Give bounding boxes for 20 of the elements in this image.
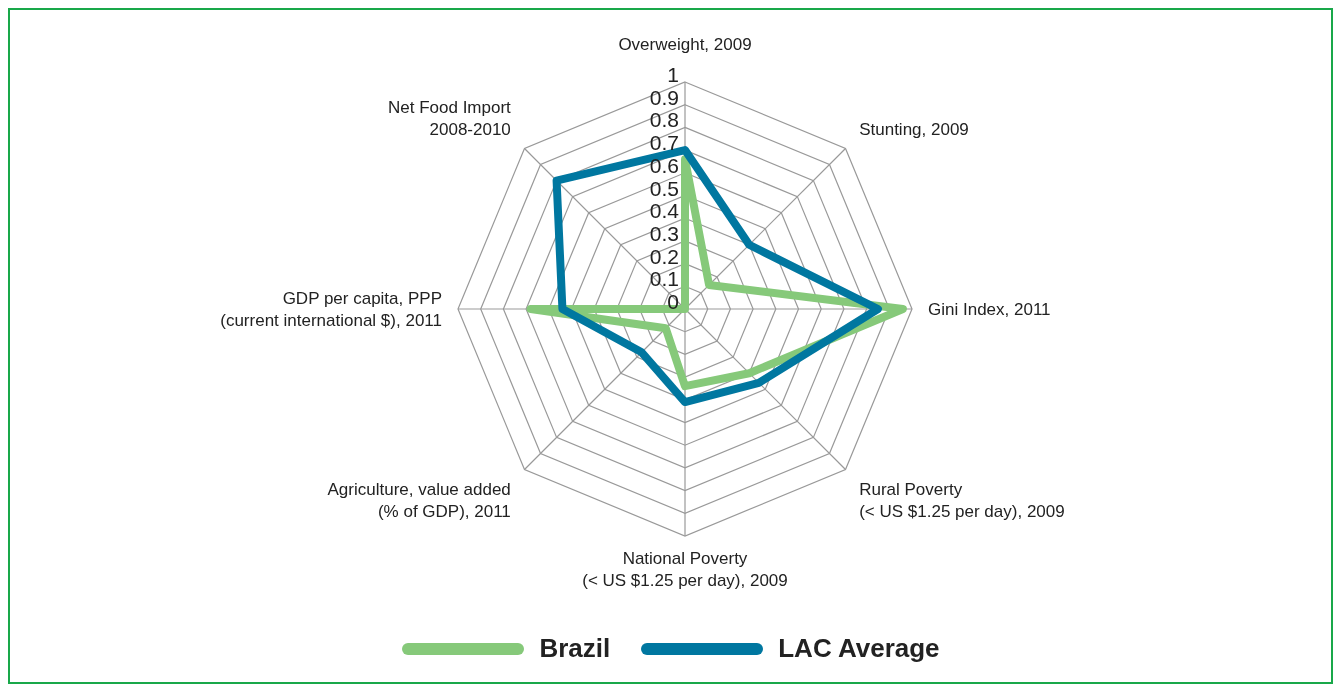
spoke-label: GDP per capita, PPP (current international $), 2011	[220, 289, 442, 330]
spoke-label: Agriculture, value added (% of GDP), 2011	[327, 480, 511, 522]
y-tick-label: 1	[667, 63, 679, 86]
legend-label: LAC Average	[778, 633, 940, 664]
spoke-label: National Poverty (< US $1.25 per day), 2009	[582, 549, 788, 590]
spoke-label: Stunting, 2009	[859, 119, 969, 139]
y-tick-label: 0.9	[649, 85, 679, 109]
y-tick-label: 0.6	[649, 153, 679, 177]
y-tick-label: 0.3	[649, 221, 679, 245]
spoke-label: Gini Index, 2011	[928, 300, 1051, 319]
y-tick-label: 0.5	[649, 176, 679, 200]
y-tick-label: 0.1	[649, 267, 679, 291]
y-tick-label: 0.7	[649, 131, 679, 155]
spoke-label: Net Food Import 2008-2010	[388, 97, 512, 139]
y-tick-label: 0.8	[649, 108, 679, 132]
y-tick-label: 0.2	[649, 244, 679, 268]
y-tick-label: 0.4	[649, 199, 680, 223]
legend-label: Brazil	[539, 633, 611, 664]
spoke-label: Overweight, 2009	[618, 35, 752, 54]
spoke-label: Rural Poverty (< US $1.25 per day), 2009	[859, 480, 1065, 522]
